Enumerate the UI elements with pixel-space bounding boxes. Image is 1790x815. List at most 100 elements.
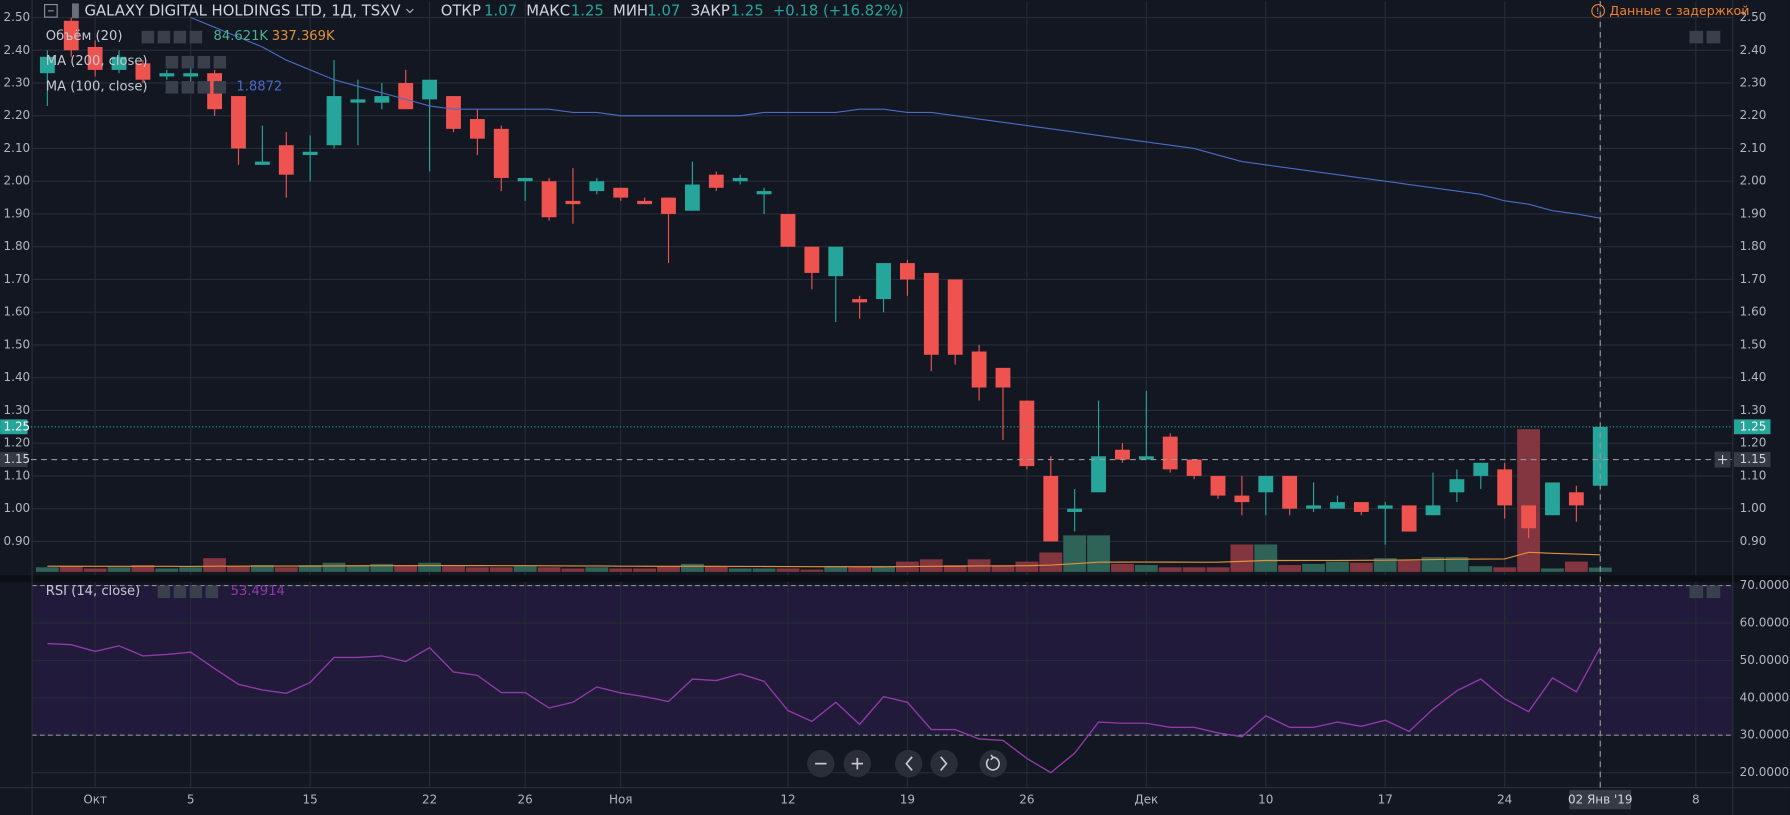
rsi-tick-label: 50.0000 [1740, 653, 1790, 667]
volume-bar [752, 568, 776, 572]
legend-icon[interactable] [157, 585, 171, 599]
legend-icon[interactable] [213, 55, 227, 69]
x-tick-label: 02 Янв '19 [1568, 793, 1633, 807]
volume-value: 84.621K [214, 29, 269, 44]
delay-notice[interactable]: Данные с задержкой [1610, 3, 1750, 18]
legend-icon[interactable] [157, 30, 171, 44]
volume-bar [848, 567, 872, 572]
candle-body [517, 177, 533, 182]
legend-icon[interactable] [181, 81, 195, 94]
candle-body [254, 161, 270, 165]
candle-body [350, 99, 366, 103]
volume-bar [322, 562, 346, 572]
volume-bar [824, 566, 848, 572]
legend-icon[interactable] [165, 81, 179, 94]
last-price-tag [1733, 419, 1771, 435]
candle-body [995, 367, 1011, 388]
pane-button[interactable] [1689, 30, 1704, 44]
add-alert-icon [1717, 454, 1728, 465]
legend-icons [141, 30, 227, 599]
volume-ma-line [47, 551, 1601, 568]
y-tick-label-left: 1.40 [4, 370, 31, 384]
rsi-tick-label: 40.0000 [1740, 690, 1790, 704]
ma-line [190, 16, 1601, 219]
legend-icon[interactable] [205, 585, 219, 599]
legend-icon[interactable] [189, 585, 203, 599]
volume-bar [1230, 544, 1254, 572]
x-tick-label: 10 [1258, 793, 1273, 807]
y-tick-label-left: 1.80 [4, 239, 31, 253]
candle-body [923, 272, 939, 355]
legend-icon[interactable] [197, 55, 211, 69]
candle-body [637, 200, 653, 205]
legend-icon[interactable] [141, 30, 155, 44]
candle-body [947, 279, 963, 355]
volume-bar [1421, 557, 1445, 572]
x-tick-label: Окт [83, 793, 107, 807]
legend-icon[interactable] [213, 81, 227, 94]
candle-body [1258, 475, 1274, 493]
candle-body [326, 96, 342, 146]
symbol-title[interactable]: GALAXY DIGITAL HOLDINGS LTD, 1Д, TSXV [85, 2, 402, 19]
candle-body [1425, 505, 1441, 516]
volume-legend[interactable]: Объём (20) [46, 29, 123, 44]
y-tick-label-left: 0.90 [4, 534, 31, 548]
y-tick-label-right: 1.30 [1740, 403, 1767, 417]
volume-bar [728, 568, 752, 572]
y-tick-label-left: 2.20 [4, 108, 31, 122]
volume-bar [465, 567, 489, 572]
volume-bar [346, 565, 370, 572]
candle-body [1377, 505, 1393, 509]
x-tick-label: 8 [1692, 793, 1700, 807]
volume-bar [83, 568, 107, 572]
rsi-legend[interactable]: RSI (14, close) [46, 584, 140, 599]
candle-body [1210, 475, 1226, 496]
collapse-icon[interactable] [44, 3, 58, 18]
ma100-value: 1.8872 [236, 79, 282, 94]
candle-body [278, 145, 294, 175]
candle-body [1545, 482, 1560, 516]
pane-button[interactable] [1706, 585, 1721, 599]
candle-body [87, 46, 103, 70]
candle-body [684, 184, 700, 211]
legend-icon[interactable] [173, 30, 187, 44]
volume-bar [1493, 567, 1517, 572]
volume-bar [1397, 560, 1421, 572]
volume-bar [1541, 568, 1564, 572]
candle-body [876, 263, 891, 300]
y-tick-label-left: 2.40 [4, 43, 31, 57]
legend-icon[interactable] [173, 585, 187, 599]
ma100-legend[interactable]: MA (100, close) [46, 79, 148, 94]
legend-icon[interactable] [181, 55, 195, 69]
y-tick-label-right: 2.30 [1740, 76, 1767, 90]
candle-body [1401, 505, 1417, 532]
volume-bar [1063, 535, 1087, 572]
legend-icon[interactable] [165, 55, 179, 69]
candle-body [398, 83, 414, 110]
volume-bar [609, 568, 633, 572]
volume-bar [537, 567, 561, 572]
y-tick-label-right: 2.20 [1740, 108, 1767, 122]
last-price-tag [0, 419, 28, 435]
candle-body [565, 200, 581, 205]
legend-icon[interactable] [197, 81, 211, 94]
candle-body [1162, 436, 1178, 470]
volume-bar [298, 565, 322, 572]
reset-button[interactable] [979, 749, 1007, 778]
pane-button[interactable] [1689, 585, 1704, 599]
ma200-legend[interactable]: MA (200, close) [46, 54, 148, 69]
volume-bar [1349, 562, 1373, 572]
crosshair-tag [1733, 452, 1771, 467]
x-tick-label: 5 [187, 793, 195, 807]
pane-button[interactable] [1706, 30, 1721, 44]
legend-icon[interactable] [189, 30, 203, 44]
scroll-right-button[interactable] [930, 749, 958, 778]
y-tick-label-right: 1.40 [1740, 370, 1767, 384]
candle-body [971, 351, 987, 388]
candle-body [493, 128, 509, 178]
symbol-menu-arrow[interactable] [406, 8, 414, 14]
scroll-left-button[interactable] [895, 749, 923, 778]
y-tick-label-right: 2.10 [1740, 141, 1767, 155]
x-tick-label: 17 [1378, 793, 1393, 807]
